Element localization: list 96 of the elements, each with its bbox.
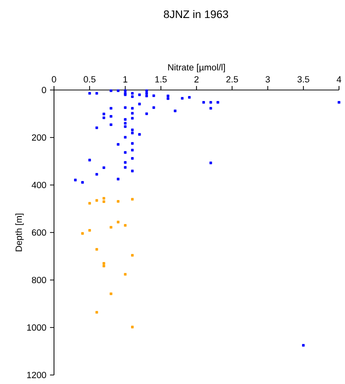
point xyxy=(131,170,134,172)
x-tick-label: 1 xyxy=(123,76,128,82)
point xyxy=(131,148,134,152)
point xyxy=(131,142,134,145)
point xyxy=(95,173,98,176)
x-tick-label: 2 xyxy=(194,76,199,82)
point xyxy=(209,106,212,110)
point xyxy=(338,101,340,104)
point xyxy=(145,89,148,92)
point xyxy=(124,89,127,92)
point xyxy=(110,106,112,110)
point xyxy=(131,198,134,201)
point xyxy=(174,110,176,112)
y-tick-label: 400 xyxy=(32,182,46,188)
point xyxy=(116,220,120,224)
point xyxy=(88,229,91,232)
point xyxy=(180,97,184,100)
point xyxy=(302,344,305,347)
point xyxy=(74,178,77,182)
point xyxy=(131,326,134,328)
point xyxy=(88,202,91,205)
point xyxy=(131,132,134,134)
x-tick-label: 3 xyxy=(266,76,270,82)
point xyxy=(131,128,134,132)
point xyxy=(88,158,91,162)
point xyxy=(81,181,84,184)
point xyxy=(124,136,127,139)
point xyxy=(216,101,220,104)
point xyxy=(131,92,134,95)
point xyxy=(124,166,127,169)
point xyxy=(145,112,148,116)
point xyxy=(131,106,134,110)
point xyxy=(116,89,120,92)
point xyxy=(131,254,134,257)
point xyxy=(124,224,127,227)
point xyxy=(110,226,112,229)
point xyxy=(124,125,127,128)
point xyxy=(152,94,156,97)
point xyxy=(124,151,127,154)
y-tick-label: 1200 xyxy=(27,372,46,378)
point xyxy=(124,106,127,109)
point xyxy=(152,106,156,109)
point xyxy=(95,92,98,95)
point xyxy=(102,200,106,203)
point xyxy=(110,89,112,92)
point xyxy=(202,101,205,104)
point xyxy=(102,264,106,268)
point xyxy=(131,116,134,120)
point xyxy=(145,92,148,95)
point xyxy=(124,122,127,125)
chart-title: 8JNZ in 1963 xyxy=(164,10,228,18)
point xyxy=(110,115,112,118)
x-axis-title: Nitrate [µmol/l] xyxy=(168,64,225,72)
x-tick-label: 4 xyxy=(336,76,342,82)
point xyxy=(95,311,98,314)
point xyxy=(209,101,212,104)
x-tick-label: 1.5 xyxy=(155,76,167,82)
point xyxy=(110,292,112,296)
point xyxy=(138,102,141,106)
point xyxy=(102,262,106,265)
point xyxy=(116,143,120,146)
y-tick-label: 0 xyxy=(42,86,46,94)
point xyxy=(95,126,98,130)
point xyxy=(145,94,148,98)
point xyxy=(124,161,127,164)
point xyxy=(209,162,212,164)
x-tick-label: 3.5 xyxy=(297,76,310,82)
point xyxy=(131,157,134,160)
x-tick-label: 0 xyxy=(52,76,56,82)
y-tick-label: 200 xyxy=(32,134,46,141)
point xyxy=(116,178,120,180)
point xyxy=(95,199,98,202)
point xyxy=(95,248,98,251)
point xyxy=(110,123,112,126)
point xyxy=(102,112,106,116)
point xyxy=(131,112,134,115)
point xyxy=(138,93,141,96)
point xyxy=(138,133,141,136)
y-axis-title: Depth [m] xyxy=(15,214,24,252)
point xyxy=(131,95,134,98)
point xyxy=(102,197,106,200)
point xyxy=(124,118,127,121)
point xyxy=(124,273,127,276)
point xyxy=(116,200,120,203)
x-tick-label: 2.5 xyxy=(226,76,238,82)
point xyxy=(102,166,106,169)
point xyxy=(88,92,91,95)
point xyxy=(166,97,170,100)
y-tick-label: 1000 xyxy=(27,324,46,331)
x-tick-label: 0.5 xyxy=(84,76,96,82)
point xyxy=(188,96,191,99)
point xyxy=(166,94,170,98)
y-tick-label: 800 xyxy=(32,276,46,284)
point xyxy=(102,116,106,120)
y-tick-label: 600 xyxy=(32,229,46,236)
point xyxy=(81,232,84,235)
